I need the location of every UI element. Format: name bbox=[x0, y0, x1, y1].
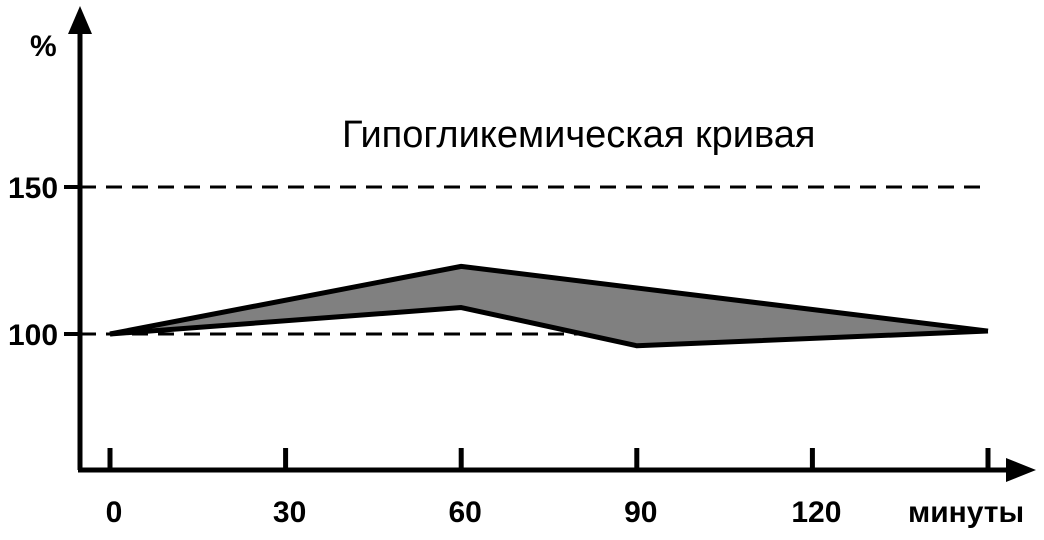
y-axis-label: % bbox=[30, 30, 57, 63]
y-axis-arrowhead bbox=[68, 6, 92, 34]
y-tick-label-150: 150 bbox=[8, 172, 58, 205]
x-tick-label-60: 60 bbox=[449, 496, 482, 529]
x-tick-label-0: 0 bbox=[106, 496, 123, 529]
x-axis-arrowhead bbox=[1006, 458, 1036, 482]
x-tick-label-30: 30 bbox=[273, 496, 306, 529]
chart-title: Гипогликемическая кривая bbox=[342, 114, 815, 156]
x-tick-label-120: 120 bbox=[791, 496, 841, 529]
y-tick-label-100: 100 bbox=[8, 319, 58, 352]
x-ticks: 0 30 60 90 120 bbox=[106, 448, 991, 529]
glucose-band bbox=[109, 263, 989, 349]
band-area bbox=[110, 266, 988, 346]
y-ticks: 100 150 bbox=[8, 172, 82, 352]
upper-curve bbox=[109, 263, 989, 337]
x-axis-label: минуты bbox=[908, 496, 1024, 529]
lower-curve bbox=[109, 305, 989, 349]
reference-lines bbox=[80, 185, 988, 336]
x-tick-label-90: 90 bbox=[624, 496, 657, 529]
